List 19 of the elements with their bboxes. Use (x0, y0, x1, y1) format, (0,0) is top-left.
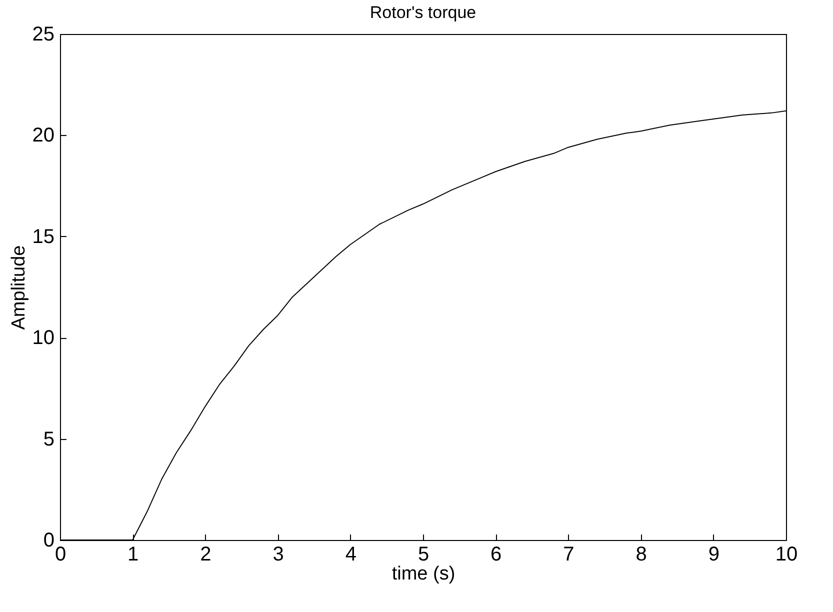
y-axis-title: Amplitude (8, 245, 30, 330)
x-axis-title: time (s) (392, 564, 456, 584)
y-tick-label: 0 (43, 530, 54, 552)
y-tick-label: 15 (32, 226, 54, 248)
x-tick-label: 7 (563, 544, 574, 566)
chart-title: Rotor's torque (370, 3, 476, 22)
y-tick-label: 10 (32, 327, 54, 350)
y-tick-label: 5 (43, 428, 54, 450)
x-tick-label: 6 (490, 544, 502, 566)
x-tick-label: 9 (708, 544, 720, 566)
x-tick-label: 4 (345, 544, 356, 566)
x-tick-label: 2 (200, 544, 212, 566)
y-tick-label: 25 (32, 24, 54, 46)
x-tick-label: 3 (272, 544, 284, 566)
y-tick-label: 20 (32, 124, 54, 147)
x-tick-label: 8 (636, 544, 647, 566)
x-tick-label: 10 (775, 544, 798, 566)
x-tick-label: 1 (128, 544, 139, 566)
x-tick-label: 5 (418, 544, 430, 566)
